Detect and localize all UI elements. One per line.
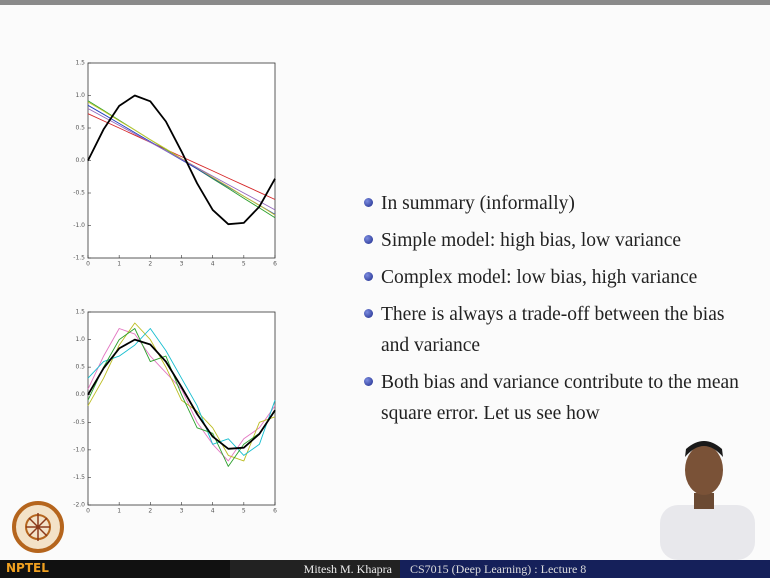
x-tick-label: 5 [242,508,246,515]
series-line [87,328,276,467]
x-tick-label: 0 [86,508,90,515]
series-line [87,94,276,226]
series-line [87,322,276,462]
footer-course: CS7015 (Deep Learning) : Lecture 8 [400,560,770,578]
x-tick-label: 5 [242,261,246,268]
y-tick-label: -2.0 [73,502,85,509]
top-bar [0,0,770,5]
x-tick-label: 4 [211,261,215,268]
y-tick-label: -1.5 [73,474,85,481]
bullet: Both bias and variance contribute to the… [364,367,764,429]
x-tick-label: 1 [117,508,121,515]
series-line [87,328,276,456]
y-tick-label: 0.0 [75,157,85,164]
bullet-text: In summary (informally) [381,193,575,214]
footer-author: Mitesh M. Khapra [230,560,400,578]
x-tick-label: 0 [86,261,90,268]
bullet-list: In summary (informally) Simple model: hig… [364,188,764,435]
bullet-text: Both bias and variance contribute to the… [381,372,739,393]
y-tick-label: 1.0 [75,92,85,99]
bullet-text: Complex model: low bias, high variance [381,267,698,288]
x-tick-label: 6 [273,508,277,515]
bullet: In summary (informally) [364,188,764,219]
x-tick-label: 2 [148,261,152,268]
bullet: There is always a trade-off between the … [364,299,764,361]
y-tick-label: 1.5 [75,309,85,316]
y-tick-label: -1.0 [73,222,85,229]
series-line [87,338,276,450]
y-tick-label: -0.5 [73,190,85,197]
x-tick-label: 3 [180,508,184,515]
logo-emblem [12,501,64,553]
footer: NPTEL Mitesh M. Khapra CS7015 (Deep Lear… [0,560,770,578]
y-tick-label: 0.5 [75,364,85,371]
plot-frame [87,62,276,259]
y-tick-label: -0.5 [73,419,85,426]
y-tick-label: -1.5 [73,255,85,262]
bullet-text: Simple model: high bias, low variance [381,230,682,251]
x-tick-label: 6 [273,261,277,268]
series-line [87,328,276,462]
bullet-text: There is always a trade-off between the … [381,304,725,325]
bullet-text: and variance [381,335,481,356]
x-tick-label: 3 [180,261,184,268]
y-tick-label: 0.5 [75,125,85,132]
y-tick-label: -1.0 [73,446,85,453]
bullet-text: square error. Let us see how [381,403,600,424]
series-line [87,108,276,211]
x-tick-label: 2 [148,508,152,515]
y-tick-label: 1.5 [75,60,85,67]
plot-frame [87,311,276,506]
series-line [87,101,276,216]
series-line [87,113,276,200]
bullet: Simple model: high bias, low variance [364,225,764,256]
footer-logo: NPTEL [6,561,49,575]
x-tick-label: 4 [211,508,215,515]
x-tick-label: 1 [117,261,121,268]
y-tick-label: 0.0 [75,391,85,398]
bullet: Complex model: low bias, high variance [364,262,764,293]
y-tick-label: 1.0 [75,336,85,343]
charts: -1.5 -1.0 -0.5 0.0 0.5 1.0 1.5 0 1 2 3 4 5 6 -2.0 -1.5 -… [73,60,277,515]
presenter [660,441,755,560]
